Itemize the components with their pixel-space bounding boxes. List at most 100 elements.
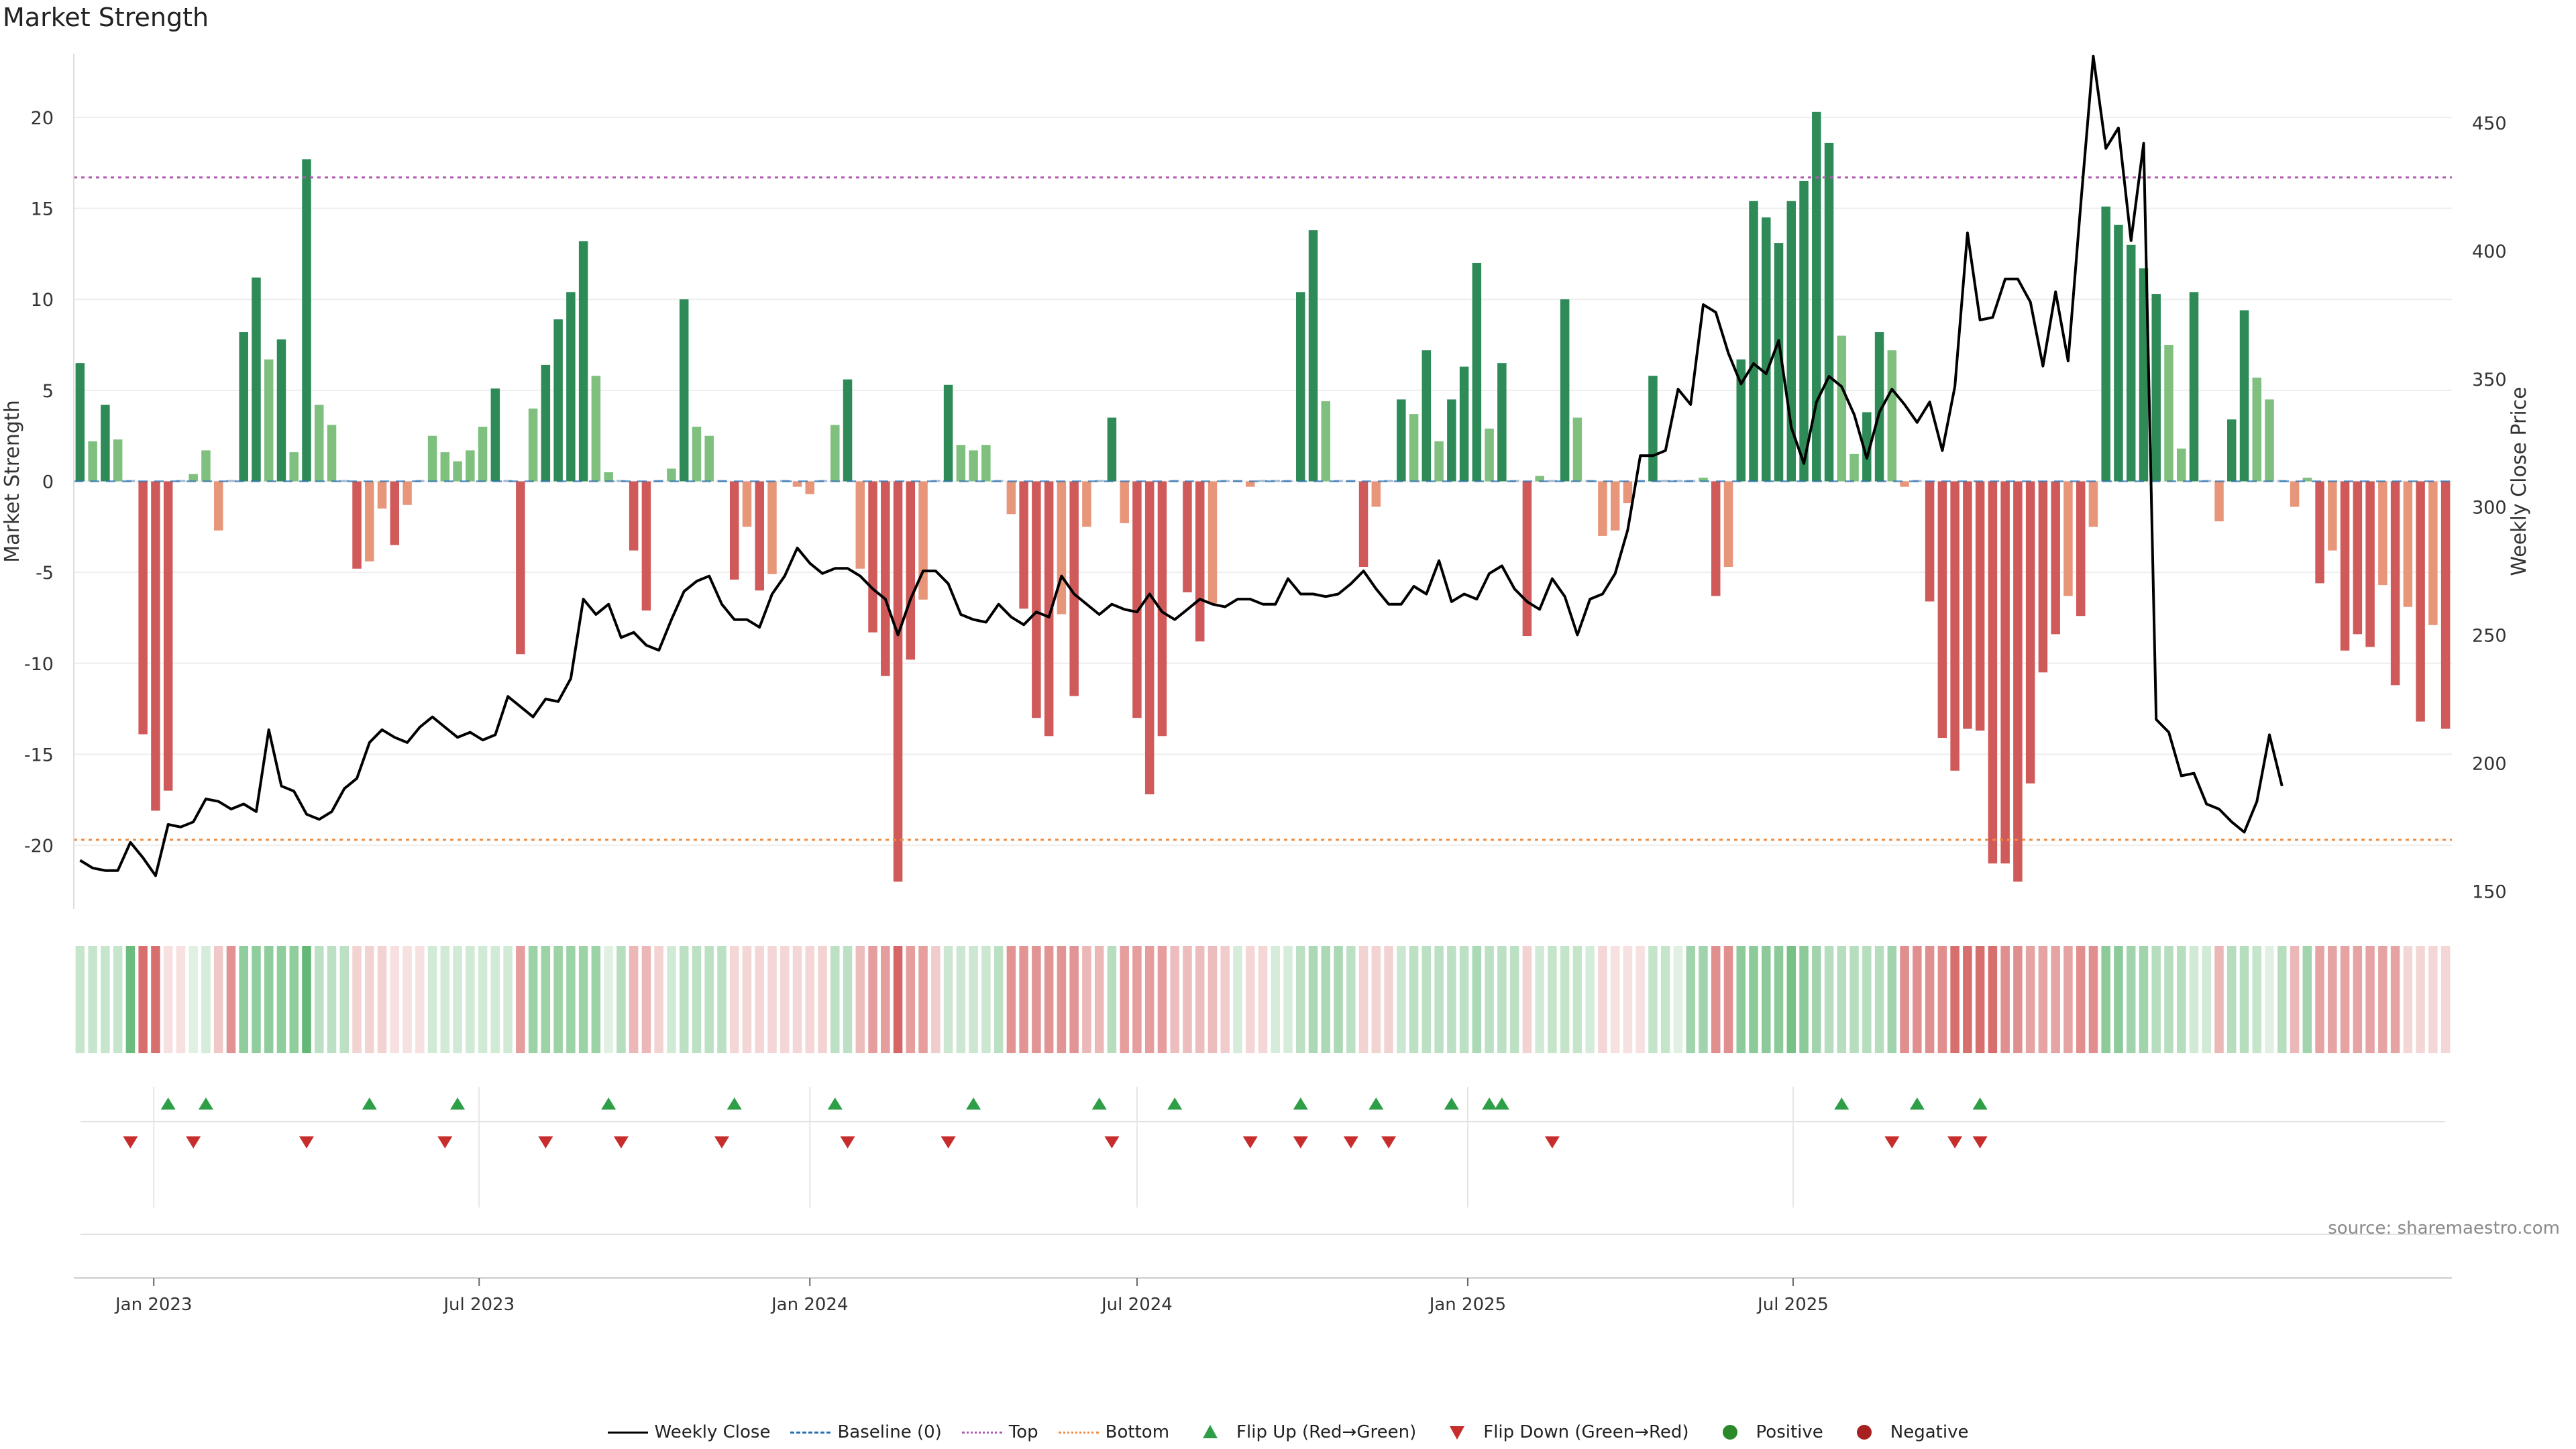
strength-bar xyxy=(1723,481,1733,567)
regime-cell xyxy=(2265,946,2274,1053)
flip-up-marker xyxy=(1368,1097,1384,1110)
regime-cell xyxy=(1195,946,1205,1053)
strength-bar xyxy=(1925,481,1935,602)
legend-weekly-close[interactable]: Weekly Close xyxy=(607,1422,770,1442)
flip-down-marker xyxy=(1544,1136,1560,1148)
regime-cell xyxy=(1786,946,1796,1053)
regime-cell xyxy=(239,946,248,1053)
strength-bar xyxy=(1988,481,1998,864)
regime-cell xyxy=(189,946,198,1053)
strength-bar xyxy=(1950,481,1960,771)
regime-cell xyxy=(390,946,400,1053)
strength-bar xyxy=(792,481,802,487)
regime-cell xyxy=(2088,946,2098,1053)
strength-bar xyxy=(276,339,286,482)
regime-cell xyxy=(881,946,890,1053)
regime-cell xyxy=(1900,946,1909,1053)
strength-bar xyxy=(302,159,311,482)
regime-cell xyxy=(2440,946,2451,1053)
regime-cell xyxy=(1409,946,1419,1053)
strength-bar xyxy=(1975,481,1985,731)
regime-cell xyxy=(1044,946,1054,1053)
strength-bar xyxy=(1132,481,1142,718)
regime-cell xyxy=(1887,946,1897,1053)
y-tick-label: -10 xyxy=(24,654,54,675)
legend-negative[interactable]: Negative xyxy=(1843,1422,1968,1442)
regime-cell xyxy=(2239,946,2249,1053)
strength-bar xyxy=(1183,481,1192,592)
regime-cell xyxy=(1572,946,1582,1053)
regime-cell xyxy=(1585,946,1595,1053)
regime-cell xyxy=(578,946,588,1053)
regime-cell xyxy=(1799,946,1809,1053)
regime-cell xyxy=(2189,946,2199,1053)
y2-tick-label: 300 xyxy=(2472,498,2507,519)
regime-cell xyxy=(1258,946,1268,1053)
flip-down-marker xyxy=(1884,1136,1900,1148)
regime-cell xyxy=(1749,946,1758,1053)
regime-cell xyxy=(1107,946,1117,1053)
regime-cell xyxy=(1032,946,1041,1053)
regime-cell xyxy=(1334,946,1343,1053)
flip-up-marker xyxy=(160,1097,176,1110)
regime-cell xyxy=(2340,946,2350,1053)
regime-cell xyxy=(1610,946,1620,1053)
regime-cell xyxy=(2378,946,2387,1053)
legend-positive[interactable]: Positive xyxy=(1709,1422,1823,1442)
strength-bar xyxy=(692,427,702,482)
regime-cell xyxy=(1296,946,1305,1053)
strength-bar xyxy=(1660,480,1670,482)
regime-cell xyxy=(1220,946,1230,1053)
regime-cell xyxy=(604,946,613,1053)
regime-cell xyxy=(1522,946,1532,1053)
y-tick-label: 0 xyxy=(42,472,54,493)
strength-bar xyxy=(1736,359,1746,482)
strength-bar xyxy=(1774,243,1784,482)
y2-tick-label: 350 xyxy=(2472,370,2507,390)
regime-cell xyxy=(1208,946,1218,1053)
flip-up-marker xyxy=(1167,1097,1183,1110)
strength-bar xyxy=(503,480,513,482)
regime-cell xyxy=(1686,946,1695,1053)
legend-bottom[interactable]: Bottom xyxy=(1058,1422,1169,1442)
regime-cell xyxy=(1384,946,1393,1053)
flip-up-marker xyxy=(450,1097,466,1110)
regime-cell xyxy=(1824,946,1834,1053)
strength-bar xyxy=(1623,481,1633,504)
regime-cell xyxy=(2051,946,2060,1053)
legend-flip-down[interactable]: Flip Down (Green→Red) xyxy=(1436,1422,1689,1442)
strength-bar xyxy=(490,388,500,482)
regime-cell xyxy=(440,946,450,1053)
regime-cell xyxy=(906,946,916,1053)
regime-cell xyxy=(2277,946,2287,1053)
regime-cell xyxy=(125,946,136,1053)
regime-cell xyxy=(1874,946,1884,1053)
strength-bar xyxy=(239,332,248,482)
strength-bar xyxy=(1019,481,1028,609)
strength-bar xyxy=(1057,481,1067,614)
strength-bar xyxy=(163,481,173,791)
legend-flip-up[interactable]: Flip Up (Red→Green) xyxy=(1189,1422,1416,1442)
strength-bar xyxy=(2239,310,2249,482)
strength-bar xyxy=(969,450,978,482)
regime-cell xyxy=(339,946,350,1053)
circle-icon xyxy=(1843,1424,1884,1441)
legend-baseline[interactable]: Baseline (0) xyxy=(790,1422,942,1442)
regime-cell xyxy=(2214,946,2224,1053)
regime-cell xyxy=(1837,946,1847,1053)
strength-bar xyxy=(2114,225,2123,482)
strength-bar xyxy=(365,481,374,561)
regime-cell xyxy=(2290,946,2300,1053)
legend-top[interactable]: Top xyxy=(961,1422,1038,1442)
strength-bar xyxy=(1208,481,1218,604)
regime-cell xyxy=(943,946,953,1053)
regime-cell xyxy=(2227,946,2237,1053)
regime-cell xyxy=(2176,946,2186,1053)
regime-cell xyxy=(956,946,966,1053)
strength-bar xyxy=(2088,481,2098,527)
strength-bar xyxy=(881,481,890,676)
flip-up-marker xyxy=(1091,1097,1107,1110)
regime-cell xyxy=(641,946,651,1053)
strength-bar xyxy=(201,450,211,482)
regime-cell xyxy=(792,946,802,1053)
